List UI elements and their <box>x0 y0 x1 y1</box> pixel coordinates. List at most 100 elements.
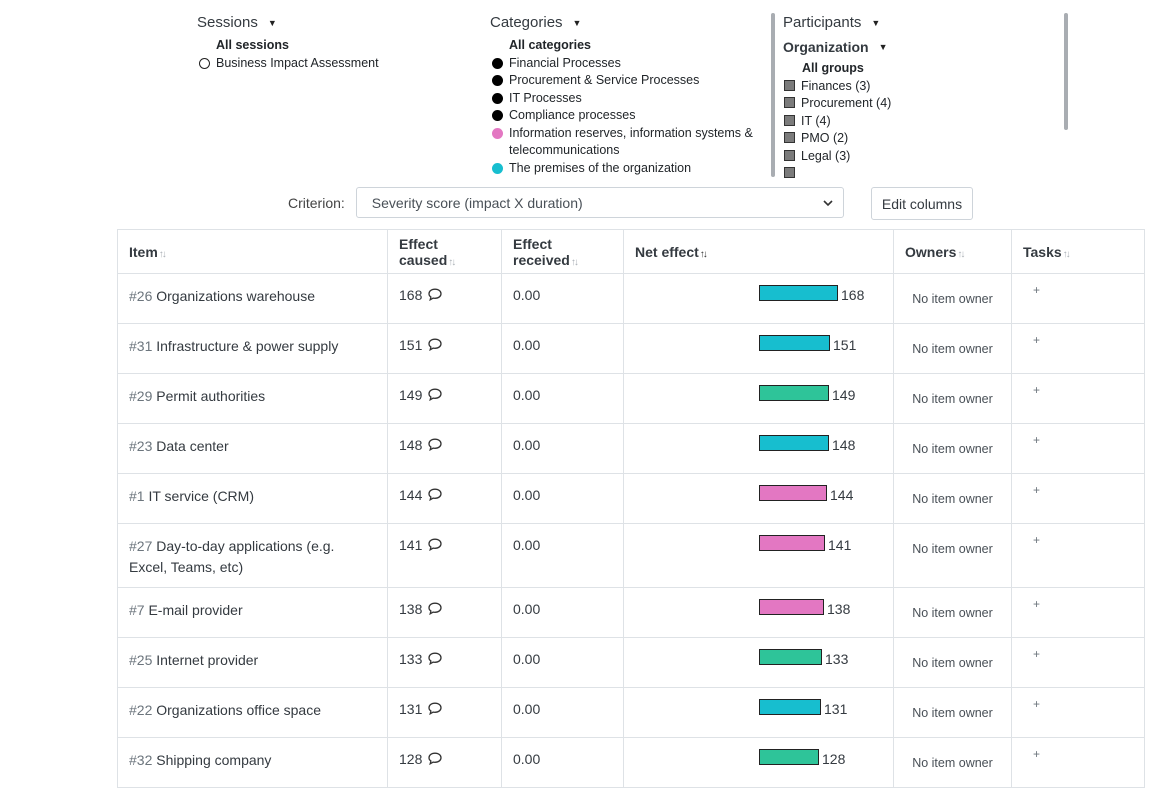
category-option[interactable]: Financial Processes <box>490 55 768 73</box>
category-option-label: The premises of the organization <box>509 160 692 175</box>
group-square-icon <box>784 79 795 91</box>
net-effect-bar <box>759 385 829 401</box>
category-option[interactable]: The premises of the organization <box>490 160 768 178</box>
group-option-label: Legal (3) <box>801 148 851 163</box>
item-cell[interactable]: #26 Organizations warehouse <box>117 273 388 324</box>
net-effect-cell: 148 <box>623 423 894 474</box>
effect-caused-value: 128 <box>399 751 423 767</box>
item-cell[interactable]: #25 Internet provider <box>117 637 388 688</box>
comment-icon[interactable] <box>428 538 443 552</box>
effect-caused-value: 144 <box>399 487 423 503</box>
comment-icon[interactable] <box>428 488 443 502</box>
item-number: #1 <box>129 488 145 504</box>
all-groups-option[interactable]: All groups <box>802 61 864 75</box>
participants-dropdown[interactable]: Participants ▼ <box>783 14 1063 31</box>
item-cell[interactable]: #7 E-mail provider <box>117 587 388 638</box>
item-cell[interactable]: #27 Day-to-day applications (e.g. Excel,… <box>117 523 388 588</box>
criterion-select[interactable]: Severity score (impact X duration) <box>355 187 844 218</box>
add-task-button[interactable]: + <box>1033 747 1041 761</box>
organization-title: Organization <box>783 39 869 55</box>
item-cell[interactable]: #23 Data center <box>117 423 388 474</box>
item-cell[interactable]: #31 Infrastructure & power supply <box>117 323 388 374</box>
category-option[interactable]: Procurement & Service Processes <box>490 72 768 90</box>
net-effect-bar <box>759 435 829 451</box>
add-task-button[interactable]: + <box>1033 647 1041 661</box>
comment-icon[interactable] <box>428 338 443 352</box>
comment-icon[interactable] <box>428 702 443 716</box>
effect-caused-cell: 138 <box>387 587 502 638</box>
header-effect-received[interactable]: Effect received↑↓ <box>501 229 624 274</box>
edit-columns-button[interactable]: Edit columns <box>871 187 973 220</box>
effect-caused-cell: 131 <box>387 687 502 738</box>
owner-text: No item owner <box>912 442 993 456</box>
category-color-dot-icon <box>492 162 503 174</box>
add-task-button[interactable]: + <box>1033 483 1041 497</box>
caret-down-icon: ▼ <box>871 17 881 28</box>
add-task-button[interactable]: + <box>1033 333 1041 347</box>
item-cell[interactable]: #22 Organizations office space <box>117 687 388 738</box>
comment-icon[interactable] <box>428 752 443 766</box>
table-row[interactable]: #29 Permit authorities 149 0.00 149 No item … <box>117 373 1145 424</box>
comment-icon[interactable] <box>428 602 443 616</box>
table-row[interactable]: #1 IT service (CRM) 144 0.00 144 No item own… <box>117 473 1145 524</box>
item-cell[interactable]: #32 Shipping company <box>117 737 388 788</box>
categories-filter: Categories ▼ All categories Financial Pr… <box>490 14 768 180</box>
all-categories-option[interactable]: All categories <box>509 38 591 52</box>
effect-received-cell: 0.00 <box>501 473 624 524</box>
category-color-dot-icon <box>492 57 503 69</box>
item-cell[interactable]: #29 Permit authorities <box>117 373 388 424</box>
header-tasks[interactable]: Tasks↑↓ <box>1011 229 1145 274</box>
net-effect-cell: 151 <box>623 323 894 374</box>
add-task-button[interactable]: + <box>1033 383 1041 397</box>
session-option[interactable]: Business Impact Assessment <box>197 55 457 73</box>
header-item[interactable]: Item↑↓ <box>117 229 388 274</box>
add-task-button[interactable]: + <box>1033 283 1041 297</box>
group-option[interactable]: Procurement (4) <box>783 95 1063 113</box>
add-task-button[interactable]: + <box>1033 697 1041 711</box>
comment-icon[interactable] <box>428 438 443 452</box>
table-row[interactable]: #32 Shipping company 128 0.00 128 No item ow… <box>117 737 1145 788</box>
comment-icon[interactable] <box>428 288 443 302</box>
table-row[interactable]: #31 Infrastructure & power supply 151 0.00… <box>117 323 1145 374</box>
table-row[interactable]: #23 Data center 148 0.00 148 No item owner + <box>117 423 1145 474</box>
header-owners[interactable]: Owners↑↓ <box>893 229 1012 274</box>
net-effect-value: 131 <box>824 701 848 717</box>
net-effect-cell: 128 <box>623 737 894 788</box>
effect-caused-value: 131 <box>399 701 423 717</box>
category-option[interactable]: Compliance processes <box>490 107 768 125</box>
table-row[interactable]: #25 Internet provider 133 0.00 133 No item o… <box>117 637 1145 688</box>
table-row[interactable]: #26 Organizations warehouse 168 0.00 168 No … <box>117 273 1145 324</box>
comment-icon[interactable] <box>428 652 443 666</box>
item-number: #7 <box>129 602 145 618</box>
table-row[interactable]: #7 E-mail provider 138 0.00 138 No item owne… <box>117 587 1145 638</box>
category-option[interactable]: Information reserves, information system… <box>490 125 768 160</box>
comment-icon[interactable] <box>428 388 443 402</box>
sessions-dropdown[interactable]: Sessions ▼ <box>197 14 457 31</box>
table-row[interactable]: #22 Organizations office space 131 0.00 131… <box>117 687 1145 738</box>
item-cell[interactable]: #1 IT service (CRM) <box>117 473 388 524</box>
category-option-label: Procurement & Service Processes <box>509 73 700 87</box>
participants-scrollbar[interactable] <box>1064 13 1068 130</box>
group-option[interactable]: Finances (3) <box>783 78 1063 96</box>
add-task-button[interactable]: + <box>1033 597 1041 611</box>
table-row[interactable]: #27 Day-to-day applications (e.g. Excel,… <box>117 523 1145 588</box>
add-task-button[interactable]: + <box>1033 533 1041 547</box>
all-sessions-option[interactable]: All sessions <box>216 38 289 52</box>
net-effect-value: 168 <box>841 287 865 303</box>
item-number: #22 <box>129 702 153 718</box>
category-option[interactable]: IT Processes <box>490 90 768 108</box>
group-option[interactable] <box>783 165 1063 178</box>
owner-text: No item owner <box>912 292 993 306</box>
categories-dropdown[interactable]: Categories ▼ <box>490 14 768 31</box>
header-effect-received-label: Effect received <box>513 235 570 268</box>
results-table: Item↑↓ Effect caused↑↓ Effect received↑↓… <box>117 229 1145 788</box>
add-task-button[interactable]: + <box>1033 433 1041 447</box>
group-option[interactable]: Legal (3) <box>783 148 1063 166</box>
organization-dropdown[interactable]: Organization ▼ <box>783 39 1063 55</box>
group-option[interactable]: IT (4) <box>783 113 1063 131</box>
group-option[interactable]: PMO (2) <box>783 130 1063 148</box>
categories-scrollbar[interactable] <box>771 13 775 177</box>
header-effect-caused[interactable]: Effect caused↑↓ <box>387 229 502 274</box>
header-net-effect[interactable]: Net effect↑↓ <box>623 229 894 274</box>
tasks-cell: + <box>1011 687 1145 738</box>
